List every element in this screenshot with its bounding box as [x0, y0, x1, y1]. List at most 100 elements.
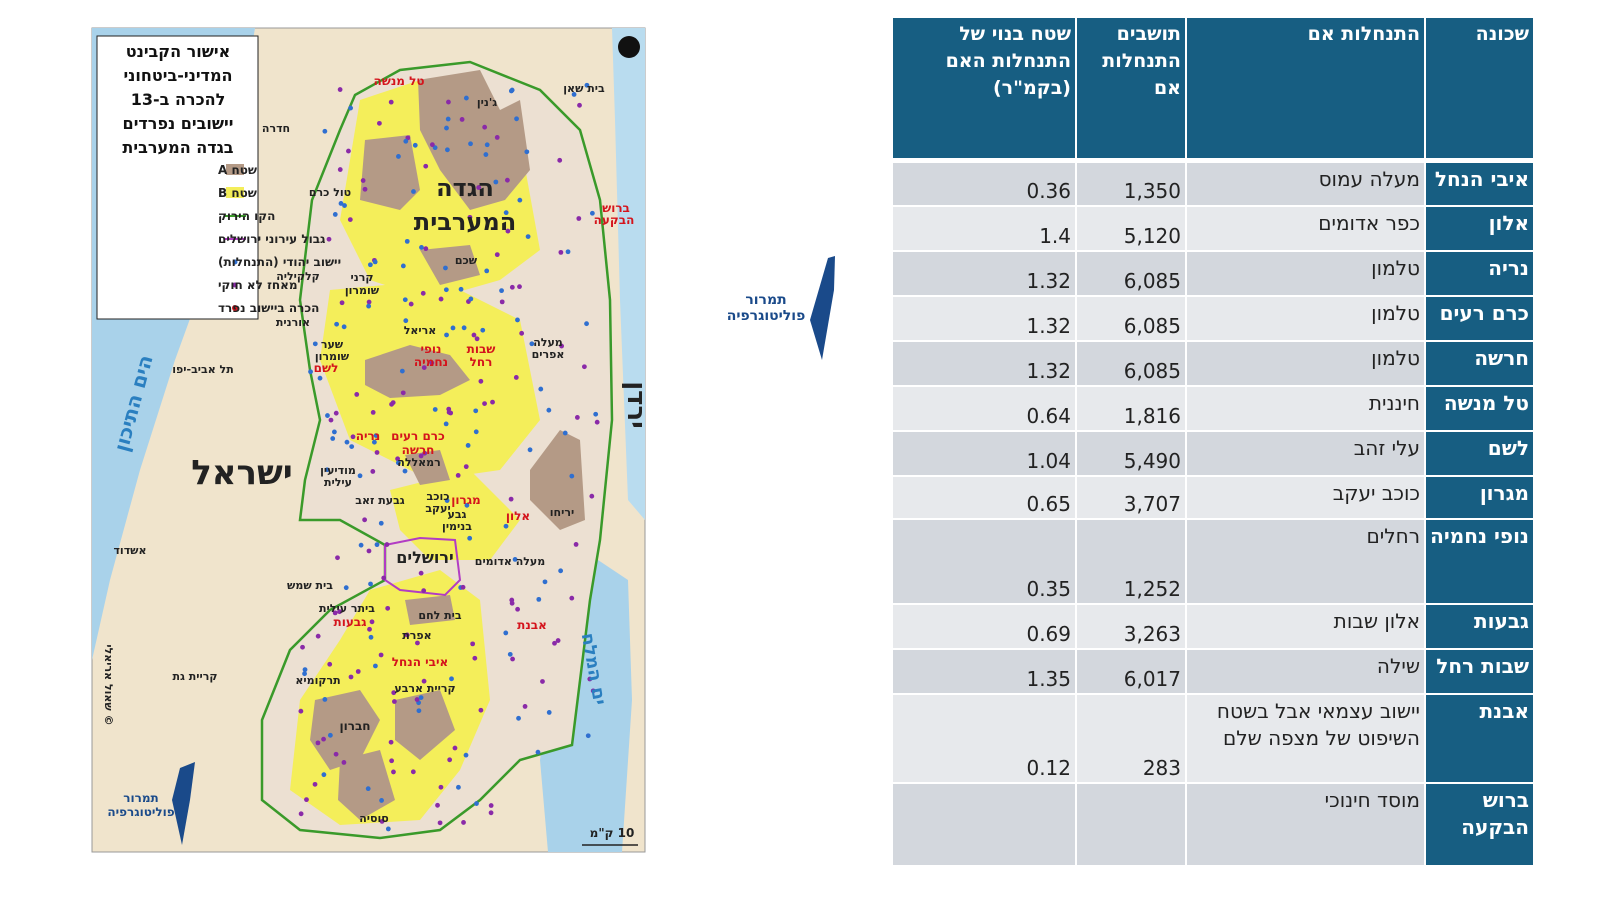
dot [348, 105, 354, 111]
table-cell: 6,085 [1077, 252, 1185, 295]
dot [512, 556, 518, 562]
dot [402, 297, 408, 303]
dot [571, 92, 577, 97]
dot [470, 641, 476, 647]
dot [524, 149, 530, 155]
dot [565, 249, 571, 255]
dot [342, 203, 347, 208]
map-label: אבנת [517, 618, 547, 632]
dot [527, 447, 533, 453]
map-label: בית שמש [287, 579, 333, 592]
table-cell: 0.12 [893, 695, 1075, 782]
dot [348, 674, 354, 680]
dot [546, 710, 552, 715]
table-cell: טלמון [1187, 252, 1424, 295]
legend-title: אישור הקבינט [126, 42, 231, 61]
legend-label: גבול עירוני ירושלים [218, 232, 326, 246]
dot [403, 138, 409, 144]
dot [513, 375, 519, 380]
dot [302, 671, 307, 677]
dot [368, 634, 374, 640]
dot [389, 758, 395, 764]
table-cell: 1.32 [893, 297, 1075, 340]
map-label: מעלה אדומים [475, 555, 545, 568]
dot [399, 368, 405, 374]
map-label: שומרון [345, 284, 380, 297]
dot [374, 450, 380, 455]
dot [482, 124, 488, 130]
dot [391, 769, 396, 775]
dot [476, 185, 482, 190]
table-cell: יישוב עצמאי אבל בשטח השיפוט של מצפה שלם [1187, 695, 1424, 782]
dot [557, 157, 563, 163]
table-cell: 1.35 [893, 650, 1075, 693]
legend-title: יישובים נפרדים [123, 114, 234, 133]
dot [459, 117, 465, 122]
dot [414, 697, 420, 702]
dot [517, 284, 522, 290]
dot [503, 630, 509, 636]
row-header: ברוש הבקעה [1426, 784, 1533, 865]
dot [300, 644, 305, 650]
dot [395, 460, 401, 466]
dot [464, 502, 470, 508]
dot [404, 632, 410, 638]
dot [488, 803, 494, 808]
dot [362, 186, 368, 192]
legend-item: יישוב יהודי (התנחלות) [218, 255, 341, 269]
dot [474, 336, 480, 342]
dot [590, 688, 596, 694]
dot [516, 715, 521, 721]
dot [461, 820, 466, 825]
dot [569, 595, 575, 601]
dot [416, 708, 422, 714]
dot [332, 610, 338, 616]
dot [461, 325, 467, 331]
dot [432, 407, 438, 412]
dot [503, 210, 509, 216]
table-cell: כפר אדומים [1187, 207, 1424, 250]
dot [574, 415, 580, 420]
dot [569, 473, 575, 479]
legend-title: להכרה ב-13 [131, 90, 226, 109]
table-cell: 1,350 [1077, 163, 1185, 205]
map-label: ברוש [602, 201, 630, 215]
dot [445, 116, 451, 122]
dot [333, 410, 339, 416]
dot [444, 147, 450, 153]
header-cell: תושבים התנחלות אם [1077, 18, 1185, 158]
dot [379, 818, 385, 824]
dot [346, 148, 351, 154]
dot [365, 786, 371, 792]
map-label: נופי [421, 342, 442, 356]
row-header: מגרון [1426, 477, 1533, 518]
table-cell: 1.04 [893, 432, 1075, 475]
dot [585, 733, 591, 739]
dot [396, 154, 401, 159]
dot [507, 651, 513, 657]
dot [594, 419, 600, 425]
map-label: גבעות [334, 615, 368, 629]
legend-item: הכרה ביישוב נפרד [218, 301, 319, 315]
dot [562, 430, 568, 436]
table-cell [893, 784, 1075, 865]
dot [366, 303, 372, 309]
table-cell: מוסד חינוכי [1187, 784, 1424, 865]
dot [412, 142, 418, 148]
legend-label: שטח B [218, 186, 257, 200]
dot [429, 360, 435, 366]
dot [504, 177, 510, 183]
row-header: איבי הנחל [1426, 163, 1533, 205]
dot [463, 752, 469, 758]
dot [483, 152, 489, 157]
legend-label: הכרה ביישוב נפרד [218, 301, 319, 315]
map-label: סוסיה [359, 812, 389, 825]
legend-swatch [226, 187, 244, 198]
dot [437, 820, 443, 826]
dot [509, 284, 515, 290]
dot [298, 708, 304, 714]
dot [324, 467, 330, 473]
dot [317, 375, 323, 381]
dot [333, 751, 339, 757]
